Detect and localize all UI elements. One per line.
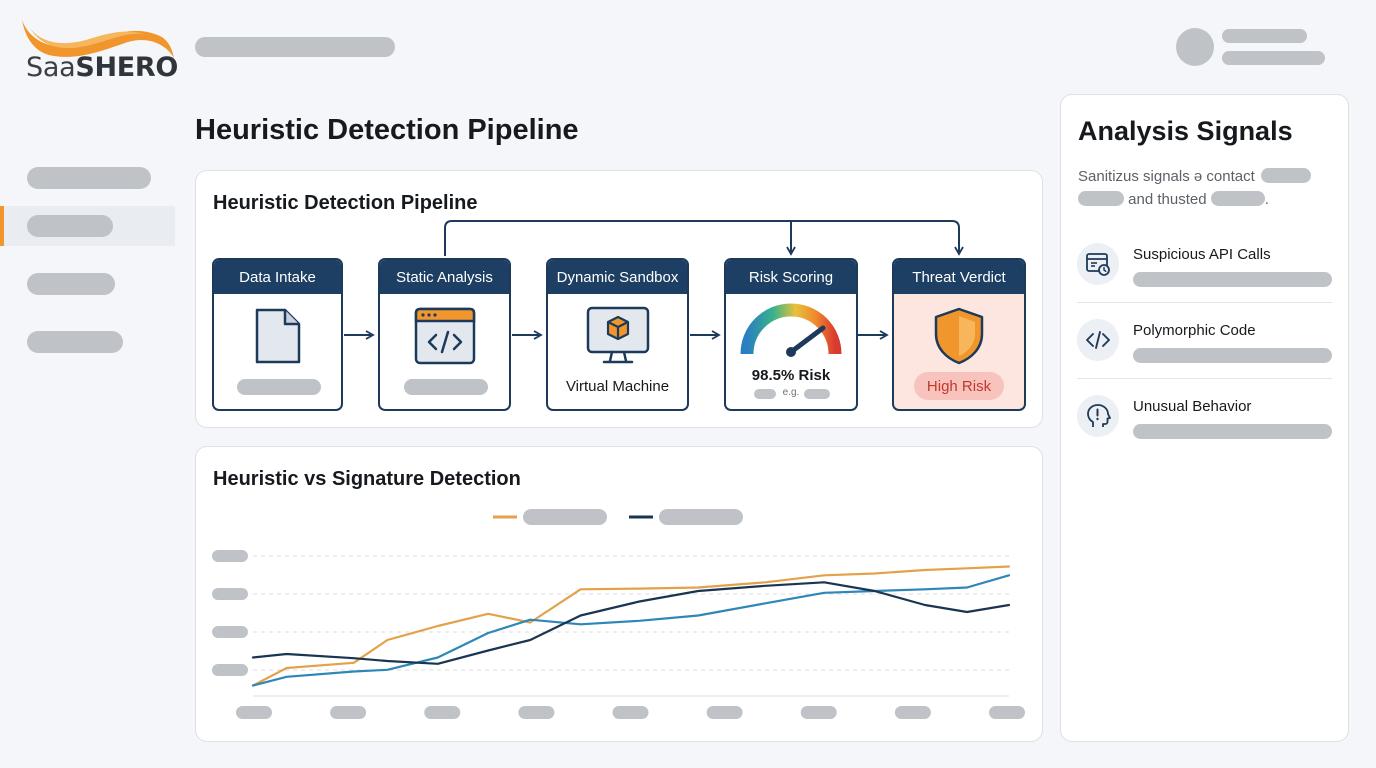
risk-note: e.g. bbox=[782, 387, 800, 398]
pipeline-title: Heuristic Detection Pipeline bbox=[213, 192, 478, 214]
series-line-2 bbox=[251, 574, 1011, 687]
signals-desc-line1: Sanitizus signals ə contact bbox=[1078, 168, 1311, 185]
sidebar-item-4[interactable] bbox=[0, 322, 175, 362]
legend-label-placeholder bbox=[659, 509, 743, 525]
stage-threat-verdict[interactable]: Threat Verdict High Risk bbox=[892, 258, 1026, 411]
signals-desc-part2: and thusted bbox=[1128, 191, 1207, 208]
search-bar-placeholder[interactable] bbox=[195, 37, 395, 57]
signals-title: Analysis Signals bbox=[1078, 116, 1293, 146]
x-tick-placeholder bbox=[800, 706, 837, 719]
x-tick-placeholder bbox=[612, 706, 649, 719]
signal-label: Suspicious API Calls bbox=[1133, 246, 1271, 263]
series-line-1 bbox=[251, 565, 1011, 687]
x-tick-placeholder bbox=[330, 706, 367, 719]
sidebar-item-1[interactable] bbox=[0, 158, 175, 198]
api-window-icon bbox=[1077, 243, 1119, 285]
y-tick-placeholder bbox=[212, 550, 248, 562]
logo-wordmark: SaaSHERO bbox=[26, 52, 178, 83]
signal-item-suspicious-api-calls[interactable]: Suspicious API Calls bbox=[1077, 232, 1332, 308]
risk-note-placeholder-left bbox=[754, 389, 776, 399]
stage-dynamic-sandbox[interactable]: Dynamic Sandbox Virtual Machine bbox=[546, 258, 689, 411]
redacted-text bbox=[1210, 191, 1265, 206]
flame-swoosh-icon bbox=[22, 20, 174, 58]
chart-title: Heuristic vs Signature Detection bbox=[213, 468, 521, 490]
y-tick-placeholder bbox=[212, 626, 248, 638]
page-title: Heuristic Detection Pipeline bbox=[195, 114, 579, 146]
signals-desc-end: . bbox=[1264, 191, 1269, 208]
code-window-icon bbox=[414, 307, 476, 370]
signal-value-placeholder bbox=[1133, 348, 1332, 363]
stage-title: Threat Verdict bbox=[894, 260, 1024, 294]
user-name-placeholder bbox=[1222, 29, 1307, 43]
stage-caption-placeholder bbox=[404, 379, 488, 395]
sidebar-item-3[interactable] bbox=[0, 264, 175, 304]
code-icon bbox=[1077, 319, 1119, 361]
head-alert-icon bbox=[1077, 395, 1119, 437]
sidebar-item-2-active[interactable] bbox=[0, 206, 175, 246]
shield-icon bbox=[932, 306, 986, 371]
legend-label-placeholder bbox=[523, 509, 607, 525]
stage-title: Dynamic Sandbox bbox=[548, 260, 687, 294]
stage-title: Data Intake bbox=[214, 260, 341, 294]
signal-label: Unusual Behavior bbox=[1133, 398, 1252, 415]
line-chart bbox=[212, 509, 1025, 719]
x-tick-placeholder bbox=[424, 706, 461, 719]
signal-value-placeholder bbox=[1133, 424, 1332, 439]
signal-label: Polymorphic Code bbox=[1133, 322, 1256, 339]
pipeline-connectors bbox=[344, 220, 964, 340]
risk-note-placeholder-right bbox=[804, 389, 830, 399]
divider bbox=[1077, 378, 1332, 379]
redacted-text bbox=[1078, 191, 1124, 206]
stage-caption: Virtual Machine bbox=[565, 378, 670, 395]
signals-desc-part1: Sanitizus signals ə contact bbox=[1078, 168, 1255, 185]
risk-score: 98.5% Risk bbox=[751, 367, 831, 384]
signal-item-polymorphic-code[interactable]: Polymorphic Code bbox=[1077, 308, 1332, 384]
series-line-3 bbox=[251, 581, 1011, 665]
signal-value-placeholder bbox=[1133, 272, 1332, 287]
stage-title: Risk Scoring bbox=[726, 260, 856, 294]
stage-title: Static Analysis bbox=[380, 260, 509, 294]
logo-text-light: Saa bbox=[26, 52, 76, 83]
stage-risk-scoring[interactable]: Risk Scoring 98.5% Risk e.g. bbox=[724, 258, 858, 411]
x-tick-placeholder bbox=[706, 706, 743, 719]
divider bbox=[1077, 302, 1332, 303]
brand-logo[interactable]: SaaSHERO bbox=[20, 14, 180, 84]
avatar[interactable] bbox=[1176, 28, 1214, 66]
redacted-text bbox=[1260, 168, 1311, 183]
y-tick-placeholder bbox=[212, 664, 248, 676]
y-tick-placeholder bbox=[212, 588, 248, 600]
virtual-machine-icon bbox=[585, 305, 651, 372]
logo-text-bold: SHERO bbox=[75, 52, 179, 83]
document-icon bbox=[253, 306, 303, 371]
signal-item-unusual-behavior[interactable]: Unusual Behavior bbox=[1077, 384, 1332, 460]
user-role-placeholder bbox=[1222, 51, 1325, 65]
stage-data-intake[interactable]: Data Intake bbox=[212, 258, 343, 411]
verdict-badge: High Risk bbox=[914, 372, 1004, 400]
gauge-icon bbox=[739, 302, 843, 367]
x-tick-placeholder bbox=[989, 706, 1025, 719]
stage-static-analysis[interactable]: Static Analysis bbox=[378, 258, 511, 411]
stage-caption-placeholder bbox=[237, 379, 321, 395]
x-tick-placeholder bbox=[518, 706, 555, 719]
x-tick-placeholder bbox=[894, 706, 931, 719]
x-tick-placeholder bbox=[236, 706, 272, 719]
signals-desc-line2: and thusted . bbox=[1078, 191, 1269, 208]
